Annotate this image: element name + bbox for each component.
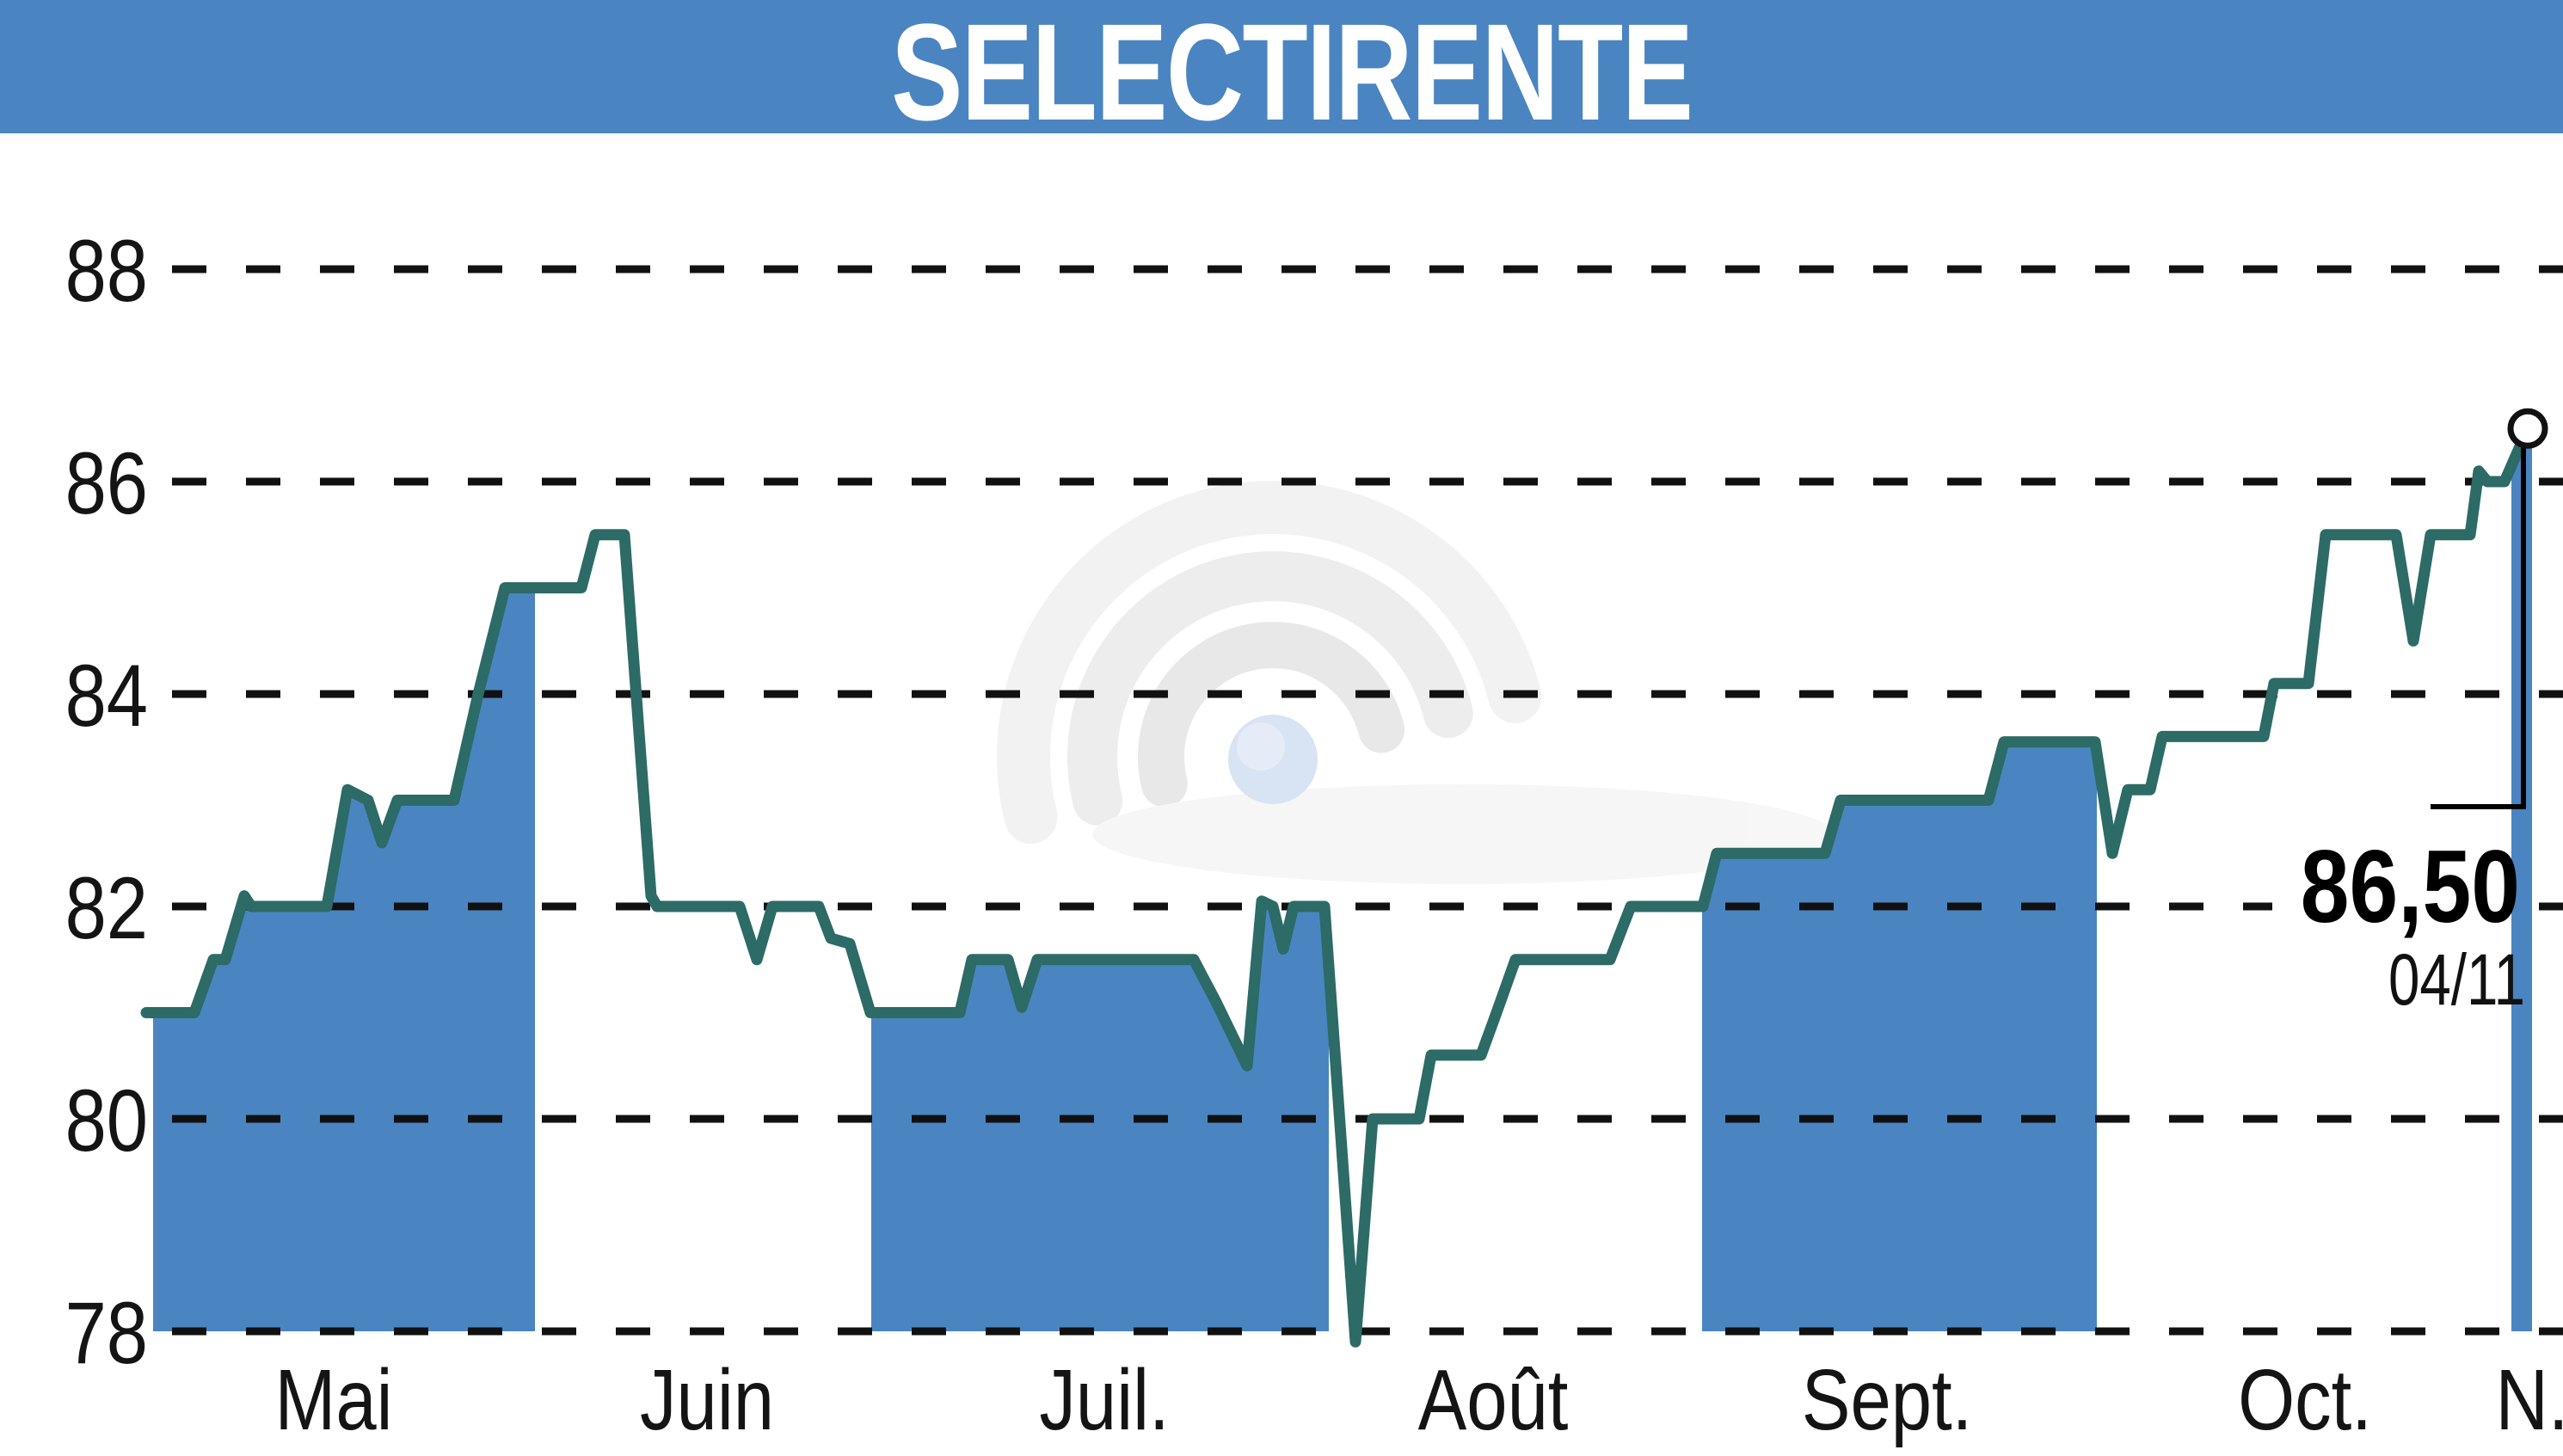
y-tick-88: 88 (65, 222, 148, 320)
x-axis-labels: Mai Juin Juil. Août Sept. Oct. N. (275, 1351, 2563, 1447)
y-axis-labels: 88 86 84 82 80 78 (65, 222, 148, 1382)
watermark-swoosh (1092, 784, 1832, 884)
x-tick-Sept: Sept. (1802, 1351, 1972, 1447)
watermark-logo (997, 481, 1832, 884)
price-line (140, 422, 2538, 1348)
x-tick-Oct: Oct. (2238, 1351, 2372, 1447)
price-callout-line (2431, 439, 2526, 809)
y-tick-82: 82 (65, 859, 148, 957)
x-tick-N: N. (2495, 1351, 2563, 1447)
watermark-sphere (1228, 715, 1318, 804)
y-tick-86: 86 (65, 434, 148, 532)
last-price-marker (2507, 408, 2548, 449)
y-tick-78: 78 (65, 1284, 148, 1382)
title-bar: SELECTIRENTE (0, 0, 2563, 149)
last-price-date: 04/11 (2388, 939, 2525, 1020)
x-tick-Aot: Août (1418, 1351, 1569, 1447)
last-price-label: 86,50 (2301, 828, 2520, 944)
x-tick-Juin: Juin (640, 1351, 774, 1447)
x-tick-Mai: Mai (275, 1351, 393, 1447)
y-tick-84: 84 (65, 647, 148, 745)
y-tick-80: 80 (65, 1072, 148, 1170)
x-tick-Juil: Juil. (1039, 1351, 1169, 1447)
price-label-plate (2272, 822, 2510, 1023)
page-title: SELECTIRENTE (891, 0, 1693, 149)
